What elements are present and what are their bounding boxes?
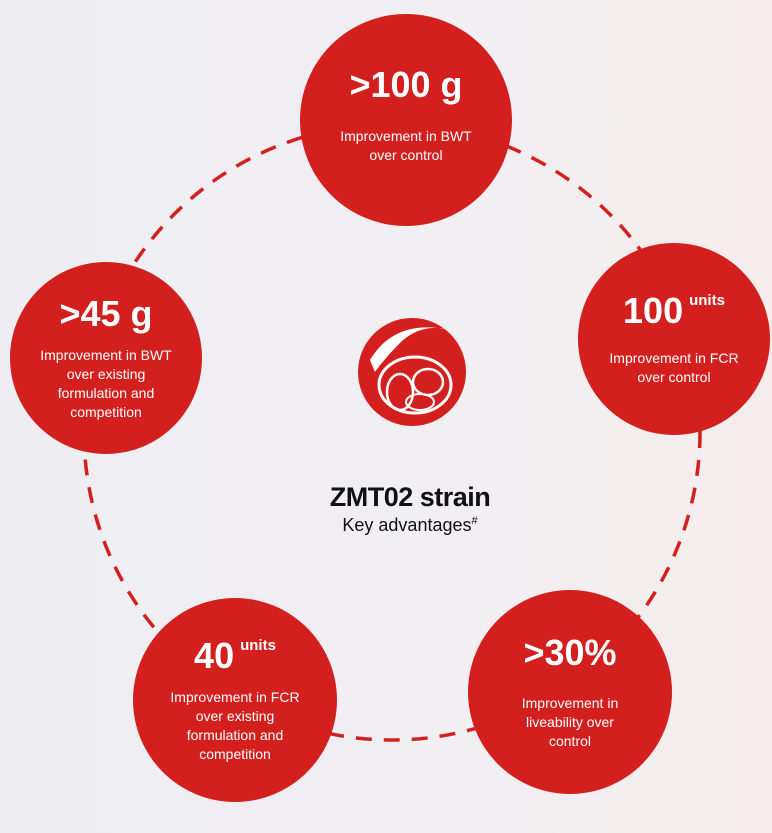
node-headline-wrap: 40 units [194,636,276,676]
center-title: ZMT02 strain [290,482,530,513]
center-subtitle: Key advantages [342,515,471,535]
node-headline-wrap: 100 units [623,291,725,331]
node: >30% Improvement in liveability over con… [468,590,672,794]
node-description: Improvement in FCR over existing formula… [169,688,301,764]
node: >45 g Improvement in BWT over existing f… [10,262,202,454]
center-subtitle-mark: # [471,515,477,527]
node-headline: >45 g [59,294,152,334]
node-headline: >30% [523,633,616,673]
node-headline: >100 g [349,65,462,105]
infographic: >100 g Improvement in BWT over control 1… [0,0,772,833]
node-headline: 40 [194,635,234,676]
node: >100 g Improvement in BWT over control [300,14,512,226]
node-unit: units [240,637,276,654]
node-headline: 100 [623,290,683,331]
node-description: Improvement in BWT over control [340,127,472,165]
node-description: Improvement in liveability over control [508,694,632,751]
node: 40 units Improvement in FCR over existing… [133,598,337,802]
center-label: ZMT02 strain Key advantages# [290,482,530,536]
center-subtitle-wrap: Key advantages# [290,515,530,536]
logo [358,318,466,426]
node-unit: units [689,292,725,309]
node-description: Improvement in BWT over existing formula… [38,346,174,422]
node: 100 units Improvement in FCR over control [578,243,770,435]
node-description: Improvement in FCR over control [608,349,740,387]
